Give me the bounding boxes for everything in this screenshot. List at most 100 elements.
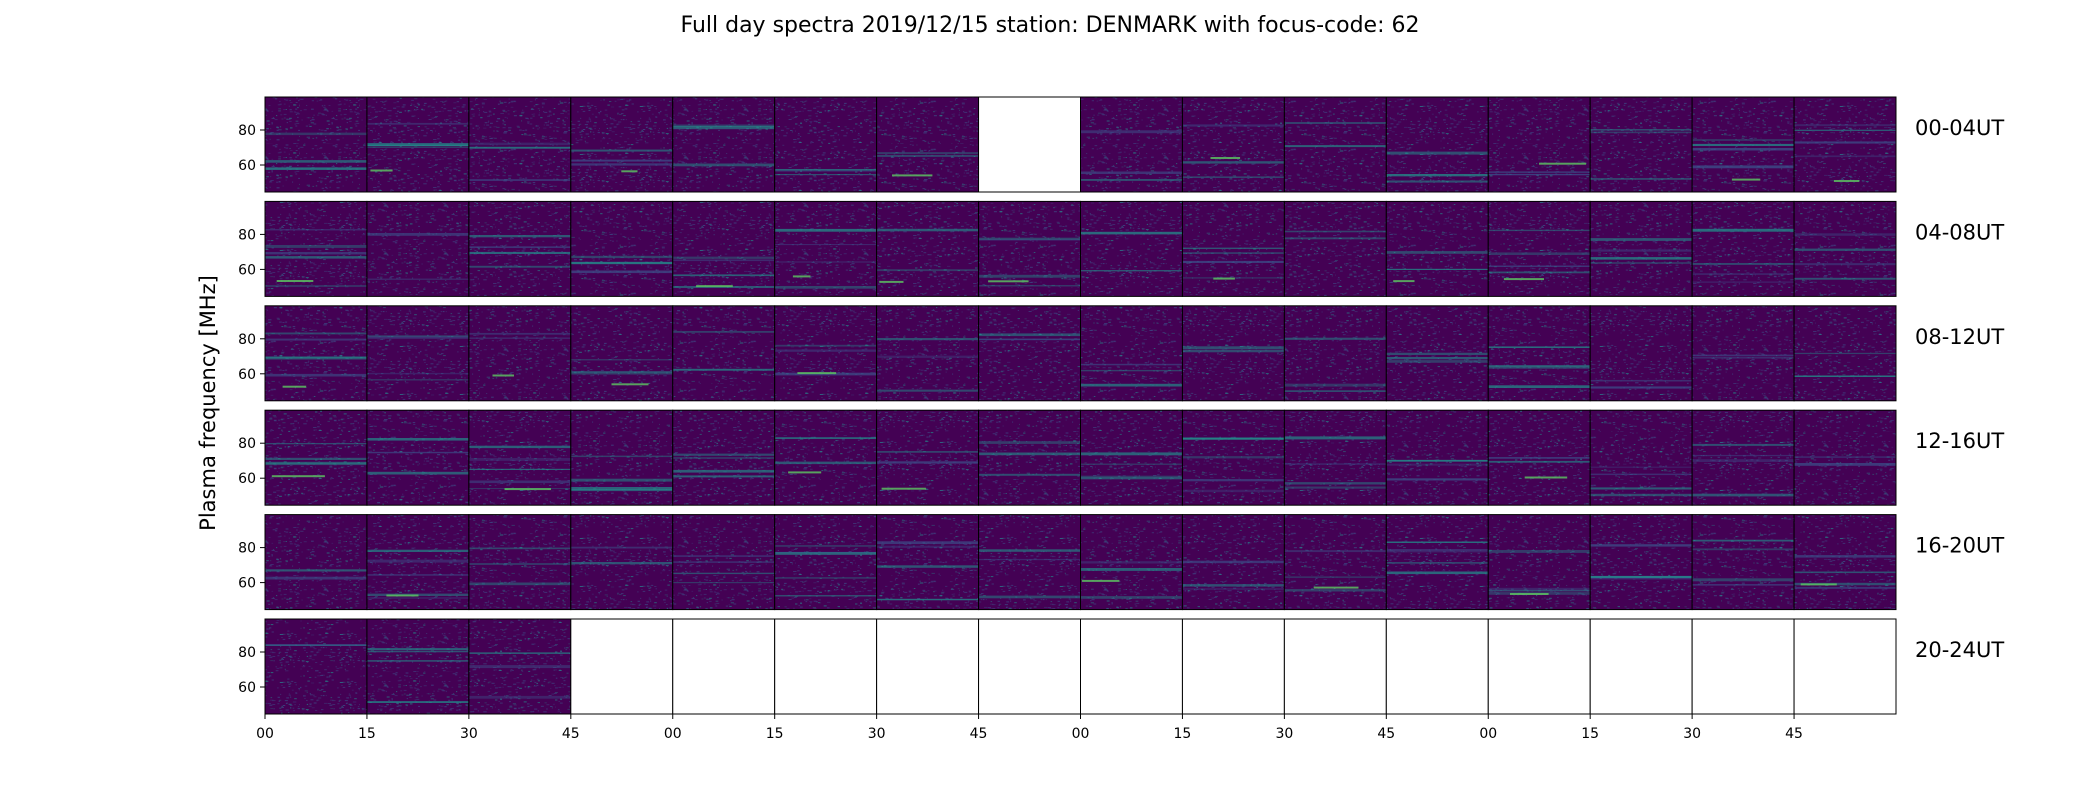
spectra-panel xyxy=(1385,409,1489,506)
spectra-panel xyxy=(1793,409,1897,506)
spectra-panel xyxy=(570,409,674,506)
spectra-panel xyxy=(1181,96,1285,193)
y-tick-label: 80 xyxy=(238,436,256,452)
spectra-row: 80 60 04-08UT xyxy=(238,200,2004,297)
spectra-panel xyxy=(978,305,1081,402)
spectra-panel xyxy=(1385,514,1489,611)
x-tick-label: 45 xyxy=(1785,726,1803,742)
row-label: 00-04UT xyxy=(1915,116,2004,140)
empty-panel xyxy=(1385,618,1489,715)
spectra-panel xyxy=(1080,200,1183,297)
spectra-panel xyxy=(1080,514,1183,611)
spectra-panel xyxy=(774,200,878,297)
x-tick-label: 45 xyxy=(1377,726,1395,742)
x-tick-label: 45 xyxy=(970,726,988,742)
spectra-panel xyxy=(1181,409,1285,506)
spectra-panel xyxy=(570,514,674,611)
spectra-panel xyxy=(1589,96,1693,193)
x-tick-label: 00 xyxy=(1072,726,1090,742)
spectra-panel xyxy=(1793,514,1897,611)
spectra-panel xyxy=(1283,305,1387,402)
x-tick-label: 15 xyxy=(1581,726,1599,742)
spectra-panel xyxy=(1793,96,1897,193)
row-label: 04-08UT xyxy=(1915,220,2004,244)
empty-panel xyxy=(978,96,1081,193)
spectra-panel xyxy=(570,305,674,402)
spectra-panel xyxy=(1691,409,1795,506)
y-tick-label: 80 xyxy=(238,123,256,139)
spectra-rows: 80 60 00-04UT 80 60 04-08UT 80 60 08-12UT 80 60 12-… xyxy=(238,96,2004,715)
row-label: 20-24UT xyxy=(1915,638,2004,662)
spectra-panel xyxy=(1181,305,1285,402)
spectra-panel xyxy=(774,514,878,611)
spectra-panel xyxy=(978,200,1081,297)
x-tick-label: 00 xyxy=(256,726,274,742)
spectra-panel xyxy=(672,514,776,611)
spectra-panel xyxy=(774,305,878,402)
empty-panel xyxy=(1283,618,1387,715)
row-label: 12-16UT xyxy=(1915,429,2004,453)
x-tick-label: 30 xyxy=(1275,726,1293,742)
spectra-panel xyxy=(468,200,572,297)
y-axis-label: Plasma frequency [MHz] xyxy=(196,275,220,531)
x-tick-label: 00 xyxy=(664,726,682,742)
y-tick-label: 80 xyxy=(238,541,256,557)
spectra-row: 80 60 00-04UT xyxy=(238,96,2004,193)
y-tick-label: 60 xyxy=(238,471,256,487)
spectra-panel xyxy=(1793,200,1897,297)
empty-panel xyxy=(978,618,1081,715)
spectra-panel xyxy=(1181,514,1285,611)
x-axis-ticks: 00 15 30 45 00 15 30 45 00 15 30 45 00 15 30 45 xyxy=(256,714,1803,742)
y-tick-label: 60 xyxy=(238,576,256,592)
spectra-panel xyxy=(672,305,776,402)
spectra-panel xyxy=(978,409,1081,506)
spectra-panel xyxy=(1589,305,1693,402)
y-tick-label: 80 xyxy=(238,227,256,243)
spectra-row: 80 60 08-12UT xyxy=(238,305,2004,402)
x-tick-label: 15 xyxy=(766,726,784,742)
spectra-panel xyxy=(1487,514,1591,611)
empty-panel xyxy=(1080,618,1183,715)
spectra-panel xyxy=(366,96,470,193)
x-tick-label: 30 xyxy=(868,726,886,742)
x-tick-label: 30 xyxy=(1683,726,1701,742)
spectra-panel xyxy=(1793,305,1897,402)
y-tick-label: 60 xyxy=(238,262,256,278)
spectra-panel xyxy=(672,96,776,193)
spectra-panel xyxy=(1385,200,1489,297)
spectra-panel xyxy=(1589,514,1693,611)
spectra-panel xyxy=(468,96,572,193)
spectra-panel xyxy=(1283,200,1387,297)
spectra-panel xyxy=(468,305,572,402)
spectra-panel xyxy=(672,409,776,506)
empty-panel xyxy=(1589,618,1693,715)
x-tick-label: 00 xyxy=(1479,726,1497,742)
spectra-panel xyxy=(1691,305,1795,402)
spectra-panel xyxy=(264,200,368,297)
spectra-panel xyxy=(1487,200,1591,297)
spectra-panel xyxy=(1691,514,1795,611)
spectra-panel xyxy=(1487,96,1591,193)
spectra-panel xyxy=(1080,305,1183,402)
empty-panel xyxy=(1487,618,1591,715)
spectra-panel xyxy=(1487,305,1591,402)
empty-panel xyxy=(1793,618,1897,715)
spectra-panel xyxy=(1080,96,1183,193)
y-tick-label: 80 xyxy=(238,332,256,348)
spectra-panel xyxy=(366,200,470,297)
spectra-panel xyxy=(1385,305,1489,402)
empty-panel xyxy=(1181,618,1285,715)
spectra-panel xyxy=(876,409,980,506)
spectra-panel xyxy=(570,200,674,297)
y-tick-label: 60 xyxy=(238,367,256,383)
spectra-panel xyxy=(1691,200,1795,297)
spectra-panel xyxy=(1283,514,1387,611)
spectra-panel xyxy=(1080,409,1183,506)
spectra-panel xyxy=(1487,409,1591,506)
spectra-panel xyxy=(1589,409,1693,506)
empty-panel xyxy=(570,618,674,715)
y-tick-label: 80 xyxy=(238,645,256,661)
row-label: 16-20UT xyxy=(1915,534,2004,558)
x-tick-label: 30 xyxy=(460,726,478,742)
